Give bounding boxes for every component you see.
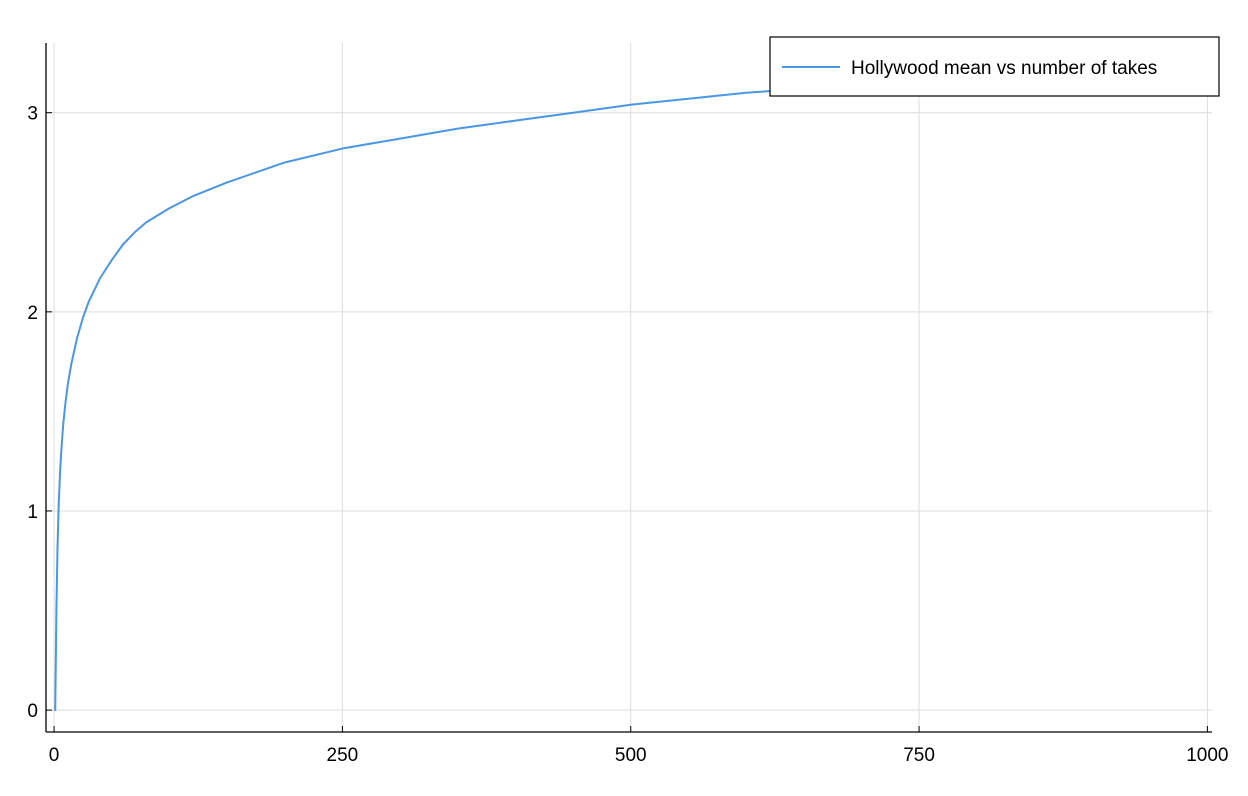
grid-lines <box>46 43 1212 732</box>
legend-box <box>769 36 1220 97</box>
x-tick-label: 750 <box>903 745 935 766</box>
x-tick-label: 1000 <box>1186 745 1228 766</box>
y-tick-label: 1 <box>27 502 38 523</box>
legend-label: Hollywood mean vs number of takes <box>851 58 1157 79</box>
x-tick-label: 250 <box>327 745 359 766</box>
tick-labels: 0 250 500 750 1000 0 1 2 3 <box>27 104 1228 766</box>
y-tick-label: 3 <box>27 104 38 125</box>
axes <box>45 43 1212 733</box>
series-layer <box>54 63 1209 712</box>
x-tick-label: 0 <box>49 745 60 766</box>
series-line <box>54 63 1209 712</box>
x-tick-label: 500 <box>615 745 647 766</box>
legend: Hollywood mean vs number of takes <box>769 36 1220 97</box>
y-tick-label: 2 <box>27 303 38 324</box>
y-tick-label: 0 <box>27 701 38 722</box>
